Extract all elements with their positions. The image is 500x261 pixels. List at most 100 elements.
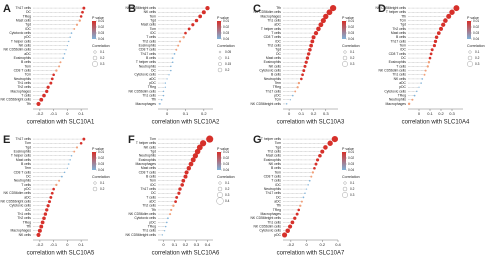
category-label: Tem — [150, 179, 157, 183]
size-key — [342, 192, 348, 198]
color-bar — [92, 152, 96, 170]
lollipop-dot — [285, 103, 288, 105]
lollipop-dot — [39, 97, 44, 102]
lollipop-dot — [308, 179, 311, 182]
category-label: Neutrophils — [139, 64, 156, 68]
category-label: Th17 cells — [141, 187, 157, 191]
lollipop-dot — [180, 183, 184, 187]
size-key — [92, 55, 98, 61]
category-label: DC — [26, 174, 31, 178]
x-tick-label: -0.2 — [36, 111, 44, 116]
panel-letter: B — [128, 3, 136, 15]
lollipop-dot — [305, 56, 310, 60]
lollipop-dot — [303, 64, 307, 68]
lollipop-dot — [327, 140, 333, 146]
lollipop-dot — [288, 224, 293, 229]
color-bar-label: 0.02 — [348, 156, 354, 160]
lollipop-dot — [320, 149, 325, 154]
lollipop-dot — [296, 86, 299, 89]
lollipop-dot — [55, 183, 58, 187]
category-label: DC — [151, 68, 156, 72]
legend-title: Correlation — [92, 175, 110, 179]
lollipop-dot — [55, 69, 58, 72]
size-key-label: 0.4 — [225, 199, 230, 203]
x-tick-label: 0.2 — [320, 242, 326, 247]
lollipop-dot — [329, 4, 337, 12]
category-label: Th2 cells — [267, 149, 281, 153]
lollipop-dot — [168, 74, 170, 76]
category-label: CD8 T cells — [264, 35, 282, 39]
category-label: T helper cells — [386, 10, 406, 14]
category-label: Cytotoxic cells — [9, 31, 31, 35]
lollipop-dot — [206, 135, 214, 143]
color-bar — [342, 152, 346, 170]
lollipop-dot — [49, 195, 53, 199]
panel: G -0.2 0 0.2 0.4 correlation with SLC10A7 T he… — [250, 134, 359, 257]
color-bar-label: 0.04 — [348, 37, 354, 41]
lollipop-dot — [413, 94, 416, 97]
lollipop-dot — [63, 171, 66, 174]
size-key — [467, 61, 473, 67]
color-bar-label: 0.03 — [348, 31, 354, 35]
lollipop-dot — [297, 208, 301, 212]
category-label: DC — [151, 191, 156, 195]
category-label: NK CD56dim cells — [3, 48, 31, 52]
lollipop-dot — [308, 47, 312, 52]
lollipop-dot — [69, 36, 71, 38]
category-label: aDC — [149, 199, 156, 203]
size-key — [218, 56, 222, 60]
category-label: NK cells — [19, 233, 32, 237]
category-label: Neutrophils — [389, 98, 406, 102]
category-label: pDC — [149, 220, 156, 224]
lollipop-dot — [177, 191, 181, 195]
panel: E -0.2 -0.1 0 0.1 correlation with SLC10A5 Th1… — [0, 134, 109, 257]
category-label: iDC — [25, 27, 31, 31]
legend-title: P value — [92, 16, 104, 20]
category-label: Eosinophils — [264, 158, 282, 162]
lollipop-dot — [427, 61, 431, 64]
size-key — [93, 50, 97, 54]
lollipop-dot — [439, 26, 443, 31]
category-label: TReg — [273, 208, 281, 212]
category-label: NK CD56bright cells — [125, 6, 156, 10]
x-tick-label: 0.2 — [438, 111, 444, 116]
category-label: Cytotoxic cells — [259, 68, 281, 72]
lollipop-dot — [171, 61, 174, 64]
category-label: T cells — [21, 93, 31, 97]
size-key — [467, 55, 473, 61]
x-axis-title: correlation with SLC10A4 — [402, 120, 470, 126]
lollipop-dot — [181, 178, 186, 183]
panel: B 0 0.1 0.2 correlation with SLC10A2 NK CD56b… — [125, 3, 234, 126]
category-label: Eosinophils — [139, 43, 157, 47]
lollipop-dot — [169, 213, 172, 216]
category-label: Neutrophils — [139, 154, 156, 158]
size-key — [468, 50, 472, 54]
category-label: B cells — [21, 162, 31, 166]
size-key — [218, 50, 222, 54]
category-label: T cells — [396, 64, 406, 68]
category-label: Tgd — [25, 23, 31, 27]
category-label: Eosinophils — [139, 158, 157, 162]
category-label: T helper cells — [11, 39, 31, 43]
panel: A -0.2 -0.1 0 0.1 correlation with SLC10A1 Th1… — [0, 3, 109, 126]
category-label: NK cells — [269, 64, 282, 68]
lollipop-dot — [426, 65, 429, 68]
x-tick-label: 0 — [288, 111, 291, 116]
category-label: iDC — [400, 48, 406, 52]
lollipop-dot — [304, 60, 308, 64]
lollipop-dot — [423, 73, 426, 76]
color-bar-label: 0.02 — [473, 25, 479, 29]
category-label: Tfh — [401, 14, 406, 18]
category-label: T cells — [21, 183, 31, 187]
size-key — [92, 186, 98, 192]
lollipop-dot — [285, 228, 290, 234]
lollipop-dot — [294, 90, 297, 93]
category-label: Mast cells — [141, 23, 156, 27]
lollipop-dot — [45, 89, 49, 94]
color-bar-label: 0.03 — [98, 31, 104, 35]
color-bar-label: 0.02 — [348, 25, 354, 29]
category-label: NK CD56dim cells — [3, 191, 31, 195]
lollipop-dot — [52, 187, 55, 191]
size-key — [217, 186, 223, 192]
lollipop-dot — [82, 6, 86, 10]
